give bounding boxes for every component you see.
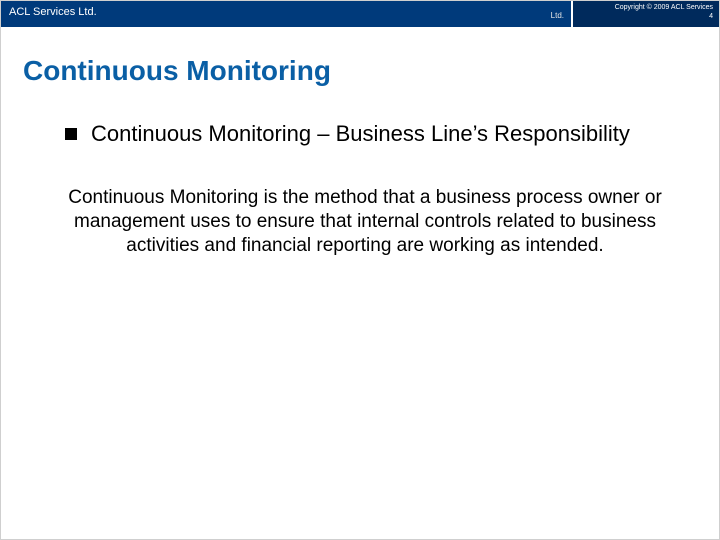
copyright-line2: 4 bbox=[709, 13, 713, 20]
top-bar: ACL Services Ltd. Ltd. Copyright © 2009 … bbox=[1, 1, 719, 27]
ltd-fragment: Ltd. bbox=[551, 11, 564, 20]
square-bullet-icon bbox=[65, 128, 77, 140]
slide-title: Continuous Monitoring bbox=[23, 55, 331, 87]
bullet-row: Continuous Monitoring – Business Line’s … bbox=[65, 121, 630, 147]
bullet-text: Continuous Monitoring – Business Line’s … bbox=[91, 121, 630, 147]
copyright-band: Copyright © 2009 ACL Services 4 bbox=[571, 1, 719, 27]
body-paragraph: Continuous Monitoring is the method that… bbox=[65, 186, 665, 257]
company-name: ACL Services Ltd. bbox=[9, 6, 97, 18]
copyright-line1: Copyright © 2009 ACL Services bbox=[615, 4, 713, 11]
slide: ACL Services Ltd. Ltd. Copyright © 2009 … bbox=[0, 0, 720, 540]
copyright-text: Copyright © 2009 ACL Services 4 bbox=[615, 3, 713, 21]
